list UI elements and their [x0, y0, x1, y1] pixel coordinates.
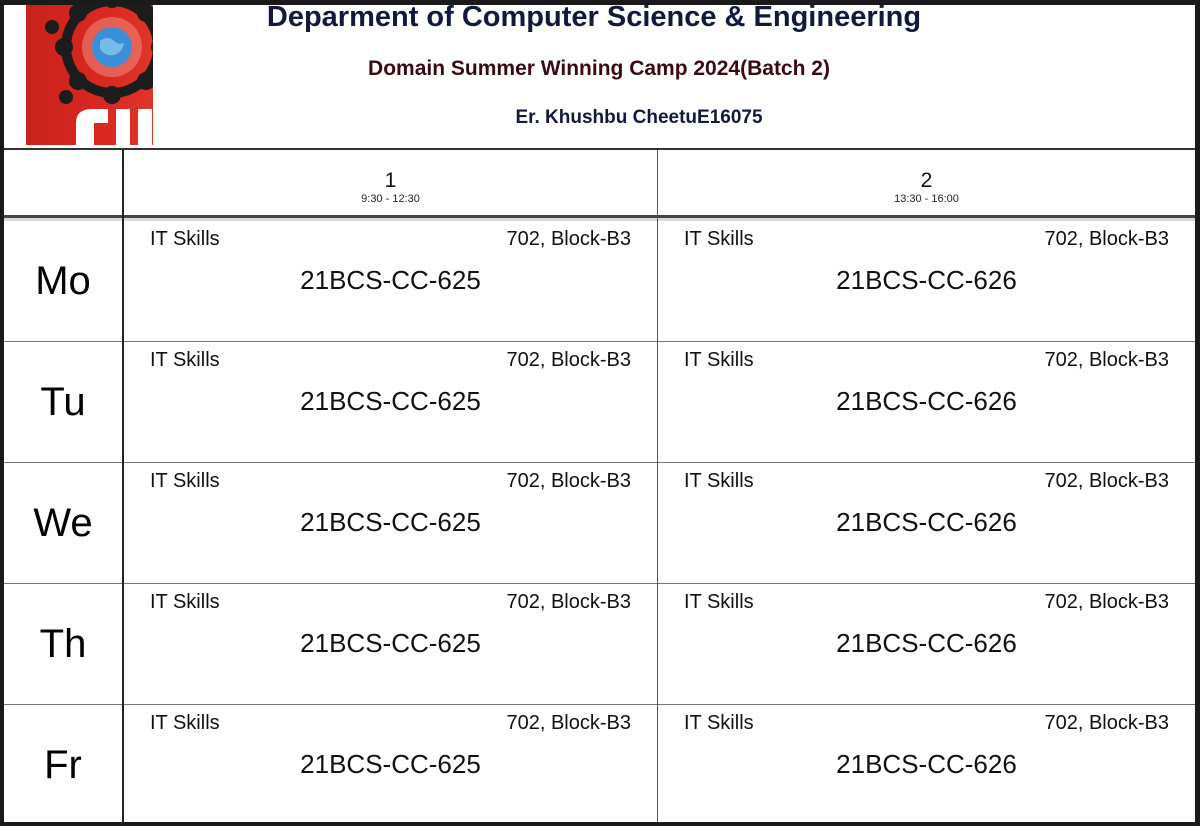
room-label: 702, Block-B3 — [1044, 228, 1169, 250]
period-header-row: 1 9:30 - 12:30 2 13:30 - 16:00 — [4, 150, 1195, 221]
day-row-fr: Fr IT Skills 702, Block-B3 21BCS-CC-625 … — [4, 705, 1195, 826]
group-code: 21BCS-CC-625 — [300, 386, 481, 416]
day-row-tu: Tu IT Skills 702, Block-B3 21BCS-CC-625 … — [4, 342, 1195, 463]
university-logo-icon — [26, 5, 153, 145]
slot-cell: IT Skills 702, Block-B3 21BCS-CC-626 — [658, 584, 1195, 704]
subject-name: IT Skills — [684, 470, 754, 492]
slot-cell: IT Skills 702, Block-B3 21BCS-CC-626 — [658, 221, 1195, 341]
room-label: 702, Block-B3 — [1044, 470, 1169, 492]
teacher-name: Er. Khushbu CheetuE16075 — [515, 107, 763, 128]
day-label: Fr — [44, 743, 82, 787]
timetable-header: Deparment of Computer Science & Engineer… — [4, 1, 1195, 148]
camp-subtitle: Domain Summer Winning Camp 2024(Batch 2) — [368, 57, 830, 80]
slot-cell: IT Skills 702, Block-B3 21BCS-CC-626 — [658, 705, 1195, 825]
slot-cell: IT Skills 702, Block-B3 21BCS-CC-625 — [124, 221, 657, 341]
group-code: 21BCS-CC-626 — [836, 749, 1017, 779]
group-code: 21BCS-CC-625 — [300, 507, 481, 537]
period-time: 13:30 - 16:00 — [894, 193, 959, 205]
room-label: 702, Block-B3 — [1044, 591, 1169, 613]
subject-name: IT Skills — [684, 712, 754, 734]
period-time: 9:30 - 12:30 — [361, 193, 420, 205]
group-code: 21BCS-CC-625 — [300, 628, 481, 658]
period-header-1: 1 9:30 - 12:30 — [124, 150, 657, 215]
period-number: 1 — [384, 169, 397, 192]
timetable-grid: 1 9:30 - 12:30 2 13:30 - 16:00 Mo IT Ski… — [4, 148, 1195, 822]
room-label: 702, Block-B3 — [506, 591, 631, 613]
day-column-divider — [122, 150, 124, 822]
group-code: 21BCS-CC-625 — [300, 265, 481, 295]
day-row-th: Th IT Skills 702, Block-B3 21BCS-CC-625 … — [4, 584, 1195, 705]
department-title: Deparment of Computer Science & Engineer… — [266, 1, 922, 33]
slot-cell: IT Skills 702, Block-B3 21BCS-CC-625 — [124, 705, 657, 825]
group-code: 21BCS-CC-626 — [836, 628, 1017, 658]
group-code: 21BCS-CC-626 — [836, 386, 1017, 416]
corner-cell — [4, 150, 122, 215]
day-row-we: We IT Skills 702, Block-B3 21BCS-CC-625 … — [4, 463, 1195, 584]
subject-name: IT Skills — [150, 591, 220, 613]
period-column-divider — [657, 150, 658, 822]
group-code: 21BCS-CC-626 — [836, 265, 1017, 295]
slot-cell: IT Skills 702, Block-B3 21BCS-CC-625 — [124, 342, 657, 462]
slot-cell: IT Skills 702, Block-B3 21BCS-CC-626 — [658, 463, 1195, 583]
period-header-2: 2 13:30 - 16:00 — [658, 150, 1195, 215]
room-label: 702, Block-B3 — [506, 228, 631, 250]
subject-name: IT Skills — [150, 712, 220, 734]
subject-name: IT Skills — [684, 228, 754, 250]
room-label: 702, Block-B3 — [1044, 349, 1169, 371]
slot-cell: IT Skills 702, Block-B3 21BCS-CC-625 — [124, 463, 657, 583]
subject-name: IT Skills — [150, 470, 220, 492]
day-label: Mo — [35, 259, 91, 303]
slot-cell: IT Skills 702, Block-B3 21BCS-CC-626 — [658, 342, 1195, 462]
room-label: 702, Block-B3 — [506, 349, 631, 371]
day-label: Th — [39, 622, 87, 666]
group-code: 21BCS-CC-626 — [836, 507, 1017, 537]
subject-name: IT Skills — [150, 228, 220, 250]
day-row-mo: Mo IT Skills 702, Block-B3 21BCS-CC-625 … — [4, 221, 1195, 342]
slot-cell: IT Skills 702, Block-B3 21BCS-CC-625 — [124, 584, 657, 704]
timetable-page: Deparment of Computer Science & Engineer… — [4, 1, 1195, 822]
day-label: We — [33, 501, 93, 545]
room-label: 702, Block-B3 — [506, 712, 631, 734]
group-code: 21BCS-CC-625 — [300, 749, 481, 779]
subject-name: IT Skills — [684, 349, 754, 371]
room-label: 702, Block-B3 — [1044, 712, 1169, 734]
subject-name: IT Skills — [150, 349, 220, 371]
day-label: Tu — [40, 380, 86, 424]
subject-name: IT Skills — [684, 591, 754, 613]
room-label: 702, Block-B3 — [506, 470, 631, 492]
period-number: 2 — [920, 169, 933, 192]
